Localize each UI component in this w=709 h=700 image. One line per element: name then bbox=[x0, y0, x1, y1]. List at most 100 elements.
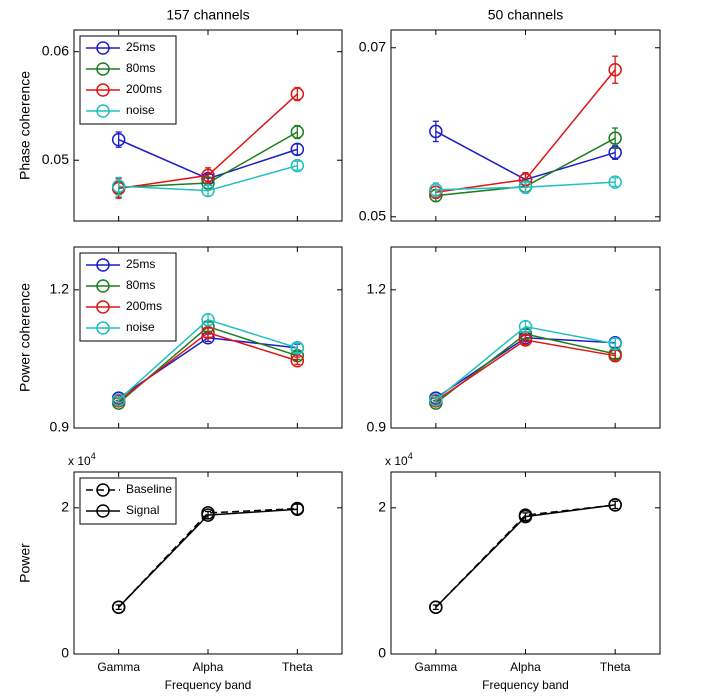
legend-label: 200ms bbox=[126, 299, 162, 313]
marker bbox=[290, 142, 305, 157]
error-bar bbox=[432, 396, 439, 404]
error-bar bbox=[612, 500, 619, 510]
legend-marker bbox=[96, 504, 110, 518]
legend-box bbox=[79, 252, 177, 342]
marker bbox=[111, 600, 126, 614]
axis-multiplier: x 104 bbox=[385, 451, 413, 468]
y-axis-label: Power coherence bbox=[17, 283, 33, 392]
marker bbox=[290, 341, 305, 355]
error-bar bbox=[294, 160, 301, 171]
error-bar bbox=[115, 604, 122, 611]
error-bar bbox=[432, 604, 439, 611]
column-title: 50 channels bbox=[488, 7, 564, 23]
y-tick-label: 0.9 bbox=[50, 419, 70, 435]
multiplier-base: x 10 bbox=[385, 454, 408, 468]
x-tick-label: Theta bbox=[600, 660, 631, 674]
marker bbox=[429, 182, 443, 197]
y-tick-label: 2 bbox=[61, 499, 69, 515]
y-axis-label: Phase coherence bbox=[17, 71, 33, 180]
marker bbox=[608, 336, 622, 351]
error-bar bbox=[522, 334, 529, 346]
y-tick-label: 1.2 bbox=[50, 281, 70, 297]
legend-label: noise bbox=[126, 103, 155, 117]
legend-marker bbox=[96, 41, 110, 55]
legend-label: 80ms bbox=[126, 61, 155, 75]
legend-box bbox=[79, 477, 177, 525]
marker bbox=[201, 508, 215, 522]
axes-frame bbox=[390, 471, 661, 655]
multiplier-exponent: 4 bbox=[91, 451, 96, 461]
legend-label: 25ms bbox=[126, 257, 155, 271]
legend-marker bbox=[96, 279, 110, 293]
marker bbox=[608, 498, 622, 512]
legend-label: 80ms bbox=[126, 278, 155, 292]
legend-label: noise bbox=[126, 320, 155, 334]
error-bar bbox=[115, 396, 122, 404]
marker bbox=[290, 502, 305, 517]
marker bbox=[518, 333, 533, 347]
marker bbox=[429, 124, 443, 139]
multiplier-exponent: 4 bbox=[408, 451, 413, 461]
marker bbox=[429, 600, 443, 614]
x-axis-label: Frequency band bbox=[482, 678, 569, 692]
x-tick-label: Gamma bbox=[97, 660, 140, 674]
error-bar bbox=[205, 327, 211, 338]
error-bar bbox=[432, 120, 439, 143]
marker bbox=[518, 509, 533, 524]
y-tick-label: 0.05 bbox=[42, 151, 69, 167]
marker bbox=[290, 354, 305, 368]
error-bar bbox=[612, 177, 619, 187]
marker bbox=[290, 87, 305, 101]
y-tick-label: 0.05 bbox=[359, 207, 386, 223]
legend-label: 25ms bbox=[126, 40, 155, 54]
y-tick-label: 0 bbox=[61, 645, 69, 661]
series-line bbox=[118, 507, 298, 608]
error-bar bbox=[294, 356, 301, 366]
marker bbox=[518, 319, 533, 334]
marker bbox=[201, 325, 215, 340]
legend-label: 200ms bbox=[126, 82, 162, 96]
y-axis-label: Power bbox=[17, 543, 33, 583]
marker bbox=[608, 131, 622, 145]
marker bbox=[290, 158, 305, 173]
column-title: 157 channels bbox=[166, 7, 249, 23]
y-tick-label: 1.2 bbox=[367, 281, 387, 297]
marker bbox=[201, 168, 215, 183]
error-bar bbox=[522, 512, 529, 521]
legend-marker bbox=[96, 258, 110, 272]
multiplier-base: x 10 bbox=[68, 454, 91, 468]
legend-marker bbox=[96, 300, 110, 314]
marker bbox=[608, 175, 622, 189]
x-tick-label: Theta bbox=[282, 660, 313, 674]
marker bbox=[429, 393, 443, 407]
marker bbox=[201, 313, 215, 327]
legend-marker bbox=[96, 321, 110, 335]
x-tick-label: Alpha bbox=[193, 660, 224, 674]
error-bar bbox=[294, 342, 301, 354]
legend-marker bbox=[96, 483, 110, 497]
x-tick-label: Gamma bbox=[414, 660, 457, 674]
marker bbox=[518, 180, 533, 194]
legend-box bbox=[79, 35, 177, 125]
y-tick-label: 0.06 bbox=[42, 42, 69, 58]
error-bar bbox=[205, 510, 211, 520]
marker bbox=[111, 179, 126, 194]
y-tick-label: 2 bbox=[378, 499, 386, 515]
error-bar bbox=[205, 167, 211, 184]
legend-marker bbox=[96, 104, 110, 118]
x-tick-label: Alpha bbox=[510, 660, 541, 674]
y-tick-label: 0 bbox=[378, 645, 386, 661]
marker bbox=[290, 125, 305, 139]
error-bar bbox=[432, 182, 439, 198]
x-axis-label: Frequency band bbox=[165, 678, 252, 692]
y-tick-label: 0.07 bbox=[359, 38, 386, 54]
legend-label: Baseline bbox=[126, 482, 172, 496]
marker bbox=[608, 62, 622, 77]
axis-multiplier: x 104 bbox=[68, 451, 96, 468]
error-bar bbox=[612, 55, 619, 84]
legend-label: Signal bbox=[126, 503, 159, 517]
marker bbox=[201, 183, 215, 198]
error-bar bbox=[612, 127, 619, 149]
marker bbox=[111, 132, 126, 147]
